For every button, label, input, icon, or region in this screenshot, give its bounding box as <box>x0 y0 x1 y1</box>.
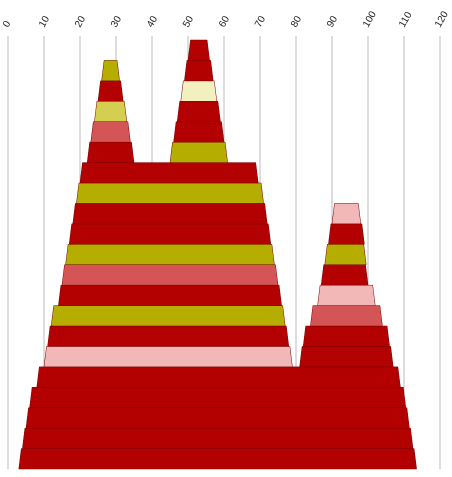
bar-segment <box>36 366 401 388</box>
x-tick-label: 120 <box>433 9 451 29</box>
bar-segment <box>22 427 414 449</box>
x-tick-label: 20 <box>73 14 88 30</box>
x-tick-label: 100 <box>361 9 379 29</box>
x-tick-label: 50 <box>181 14 196 30</box>
x-tick-label: 70 <box>253 14 268 30</box>
x-tick-label: 0 <box>1 19 14 30</box>
x-tick-label: 40 <box>145 14 160 30</box>
bar-segment <box>328 223 365 245</box>
bar-segment <box>317 284 376 306</box>
bar-segment <box>79 162 259 184</box>
bar-segment <box>310 305 383 327</box>
bar-segment <box>58 284 282 306</box>
bar-segment <box>18 448 417 470</box>
x-tick-label: 110 <box>397 10 415 30</box>
bar-segment <box>94 101 128 122</box>
bar-segment <box>176 101 221 122</box>
bar-segment <box>90 121 131 143</box>
bar-segment <box>173 121 225 143</box>
bar-segment <box>50 305 286 327</box>
bar-segment <box>61 264 279 286</box>
bar-segment <box>97 80 124 102</box>
bar-segment <box>184 60 214 82</box>
x-tick-label: 10 <box>37 14 52 30</box>
bar-segment <box>76 182 264 204</box>
x-tick-label: 60 <box>217 14 232 30</box>
bar-segment <box>169 141 228 163</box>
bar-segment <box>302 325 390 347</box>
bar-segment <box>43 346 293 368</box>
bar-segment <box>72 203 268 225</box>
x-tick-label: 30 <box>109 14 124 30</box>
bar-segment <box>320 264 369 286</box>
x-tick-label: 80 <box>289 14 304 30</box>
bar-segment <box>86 141 135 163</box>
bar-segment <box>68 223 272 245</box>
bar-segment <box>29 387 407 408</box>
bar-segment <box>47 325 290 347</box>
bar-segment <box>299 346 394 368</box>
bar-segment <box>25 407 410 429</box>
x-tick-label: 90 <box>325 14 340 30</box>
bar-segment <box>101 60 120 82</box>
bar-segment <box>65 244 275 265</box>
bar-segment <box>324 244 367 265</box>
bar-segment <box>187 39 210 61</box>
bar-segment <box>180 80 218 102</box>
bar-segment <box>331 203 362 225</box>
